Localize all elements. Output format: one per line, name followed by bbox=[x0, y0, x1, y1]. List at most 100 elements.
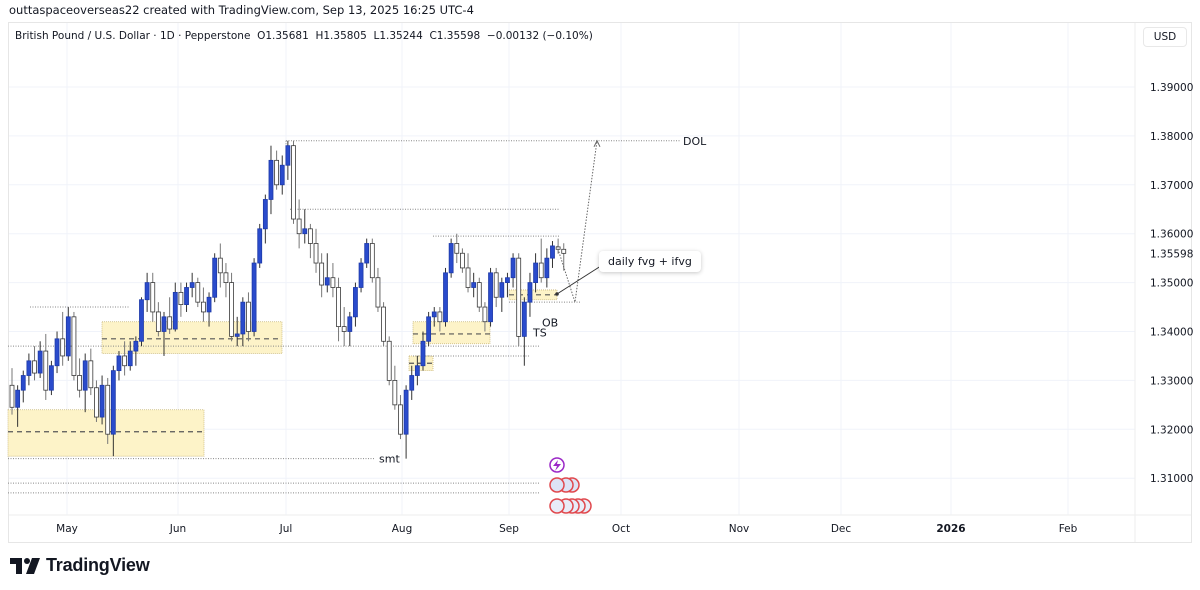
ohlc-change: −0.00132 (−0.10%) bbox=[486, 30, 593, 42]
price-tick-label: 1.33000 bbox=[1150, 375, 1193, 387]
candle-bullish bbox=[448, 243, 454, 274]
candle-bearish bbox=[291, 145, 296, 220]
price-tick-label: 1.31000 bbox=[1150, 473, 1193, 485]
annotation-ts: TS bbox=[532, 326, 547, 339]
candle-bearish bbox=[296, 218, 302, 235]
time-tick-label: Dec bbox=[831, 523, 852, 535]
candle-bullish bbox=[139, 299, 144, 342]
candle-bullish bbox=[279, 164, 285, 186]
candle-bullish bbox=[116, 355, 122, 372]
price-tick-label: 1.32000 bbox=[1150, 424, 1193, 436]
candle-bearish bbox=[482, 306, 488, 323]
candle-bullish bbox=[414, 365, 420, 376]
candle-bearish bbox=[319, 262, 325, 286]
candle-bullish bbox=[285, 145, 291, 166]
ohlc-high: H1.35805 bbox=[315, 30, 367, 42]
candle-bullish bbox=[426, 316, 432, 342]
candle-bullish bbox=[15, 389, 21, 408]
candle-bearish bbox=[341, 326, 347, 332]
candle-bearish bbox=[392, 379, 398, 406]
candle-bullish bbox=[471, 282, 477, 288]
uk-flag-event-icon bbox=[549, 477, 565, 493]
last-price-label: 1.35598 bbox=[1150, 248, 1193, 260]
candle-bullish bbox=[358, 262, 364, 288]
zone-ob-zone-aug bbox=[412, 321, 491, 345]
tradingview-wordmark: TradingView bbox=[46, 555, 150, 575]
candle-bearish bbox=[32, 360, 37, 374]
price-tick-label: 1.38000 bbox=[1150, 131, 1193, 143]
time-tick-label: Aug bbox=[392, 523, 413, 535]
candle-bullish bbox=[144, 282, 150, 301]
candle-bearish bbox=[167, 316, 173, 330]
annotation-dol: DOL bbox=[683, 135, 707, 148]
candle-bearish bbox=[274, 159, 280, 186]
tradingview-logo-icon bbox=[10, 557, 40, 574]
arrow-head-icon bbox=[593, 139, 601, 148]
callout-pointer bbox=[556, 263, 605, 295]
candle-bullish bbox=[431, 311, 437, 318]
candle-bullish bbox=[302, 228, 308, 235]
candle-bearish bbox=[195, 282, 201, 303]
currency-button[interactable]: USD bbox=[1143, 27, 1187, 47]
candle-bullish bbox=[364, 243, 370, 264]
candle-bullish bbox=[127, 350, 133, 367]
price-tick-label: 1.36000 bbox=[1150, 229, 1193, 241]
candle-bullish bbox=[324, 277, 330, 286]
time-tick-label: Jul bbox=[279, 523, 293, 535]
candle-bullish bbox=[20, 375, 26, 391]
candle-bearish bbox=[77, 375, 82, 391]
candle-bullish bbox=[488, 272, 493, 323]
candle-bullish bbox=[443, 272, 448, 323]
candle-bullish bbox=[82, 360, 88, 391]
chart-credit: outtaspaceoverseas22 created with Tradin… bbox=[9, 3, 474, 17]
ohlc-open: O1.35681 bbox=[257, 30, 309, 42]
time-tick-label: Sep bbox=[499, 523, 519, 535]
candle-bearish bbox=[459, 252, 465, 269]
tradingview-brand: TradingView bbox=[10, 555, 150, 576]
candle-bearish bbox=[561, 248, 567, 254]
candle-bullish bbox=[49, 365, 54, 391]
candle-bullish bbox=[403, 389, 409, 435]
candle-bearish bbox=[381, 306, 386, 342]
candle-bearish bbox=[313, 243, 319, 264]
candle-bearish bbox=[201, 301, 206, 313]
candle-bullish bbox=[544, 257, 550, 279]
candle-bullish bbox=[172, 291, 178, 330]
candle-bullish bbox=[347, 316, 353, 332]
candle-bullish bbox=[161, 316, 167, 332]
candle-bullish bbox=[510, 257, 516, 279]
callout-daily-fvg: daily fvg + ifvg bbox=[599, 251, 701, 272]
symbol-title: British Pound / U.S. Dollar · 1D · Peppe… bbox=[15, 30, 251, 42]
candle-bearish bbox=[71, 316, 77, 376]
candle-bearish bbox=[398, 404, 403, 435]
candle-bearish bbox=[307, 228, 313, 244]
candle-bullish bbox=[268, 159, 274, 200]
candle-bearish bbox=[538, 262, 544, 279]
candle-bearish bbox=[330, 277, 336, 288]
candle-bullish bbox=[353, 287, 358, 318]
projection-path bbox=[556, 140, 598, 303]
candle-bullish bbox=[420, 340, 426, 367]
candle-bullish bbox=[257, 228, 263, 264]
time-tick-label: Oct bbox=[612, 523, 630, 535]
candle-bearish bbox=[465, 267, 471, 288]
lightning-icon bbox=[553, 460, 561, 471]
candle-bullish bbox=[206, 296, 212, 313]
candle-bullish bbox=[110, 370, 116, 435]
candle-bearish bbox=[369, 243, 375, 279]
annotation-smt: smt bbox=[379, 453, 400, 466]
candle-bullish bbox=[521, 301, 527, 337]
candle-bullish bbox=[65, 316, 71, 357]
candle-bearish bbox=[437, 311, 443, 323]
candle-bullish bbox=[533, 262, 538, 284]
ohlc-close: C1.35598 bbox=[429, 30, 481, 42]
candle-bearish bbox=[105, 384, 111, 435]
candle-bullish bbox=[262, 199, 268, 230]
candle-bearish bbox=[493, 272, 499, 298]
candle-bullish bbox=[550, 245, 555, 259]
time-tick-label: May bbox=[56, 523, 78, 535]
time-tick-label: Nov bbox=[729, 523, 750, 535]
candle-bullish bbox=[505, 277, 510, 283]
candle-bearish bbox=[454, 243, 460, 254]
